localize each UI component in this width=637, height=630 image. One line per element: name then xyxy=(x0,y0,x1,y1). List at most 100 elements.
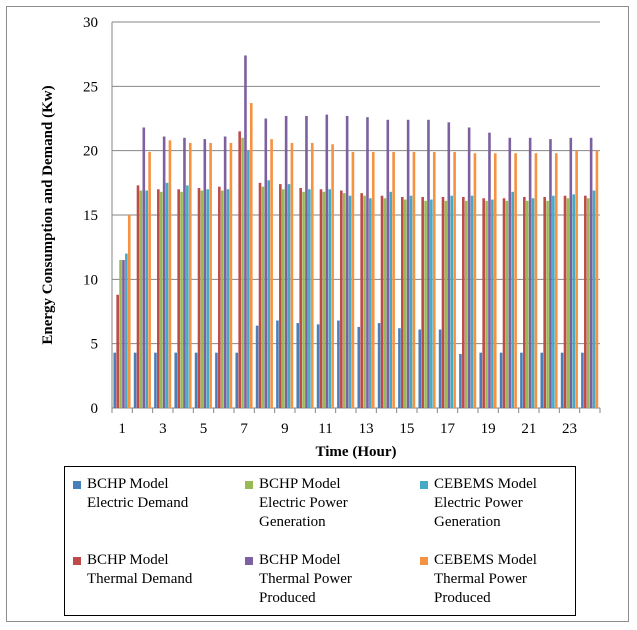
bar xyxy=(342,193,346,408)
bar xyxy=(281,189,285,408)
bar xyxy=(412,151,416,408)
bar xyxy=(145,190,148,408)
bar xyxy=(287,184,291,408)
bar xyxy=(409,195,413,408)
bar xyxy=(183,137,186,409)
bar xyxy=(133,352,137,408)
bar xyxy=(296,323,300,408)
bar xyxy=(546,200,549,408)
bar xyxy=(223,136,227,408)
bar xyxy=(459,353,462,408)
bar xyxy=(337,320,340,408)
bar xyxy=(122,260,125,408)
x-tick-label: 23 xyxy=(562,421,577,437)
bar xyxy=(572,194,575,408)
bar xyxy=(348,195,352,408)
legend-item: BCHP Model Electric Demand xyxy=(73,475,233,513)
bar xyxy=(493,153,497,408)
bar xyxy=(148,151,151,408)
bar xyxy=(203,139,207,408)
bar xyxy=(566,198,570,408)
y-tick-label: 20 xyxy=(83,144,98,160)
bar xyxy=(305,115,308,408)
bar xyxy=(142,127,146,409)
bar xyxy=(589,137,593,409)
bar xyxy=(514,153,517,408)
bar xyxy=(116,294,119,408)
bar xyxy=(165,182,169,408)
bar xyxy=(154,352,157,408)
bar xyxy=(371,151,375,408)
bar xyxy=(197,187,201,408)
bar xyxy=(441,196,445,408)
bar xyxy=(450,195,453,408)
bar xyxy=(505,200,509,408)
bar xyxy=(560,352,564,408)
bar xyxy=(380,195,384,408)
bar xyxy=(508,137,512,409)
x-tick-label: 19 xyxy=(481,421,496,437)
bar xyxy=(279,184,282,408)
bar xyxy=(229,142,233,409)
bar xyxy=(520,352,523,408)
bar xyxy=(258,182,262,408)
bar xyxy=(177,189,180,408)
legend-item: BCHP Model Thermal Power Produced xyxy=(245,551,405,608)
bar xyxy=(319,189,323,408)
bar xyxy=(351,151,355,408)
bar xyxy=(290,142,294,409)
legend-swatch xyxy=(73,557,81,565)
bar xyxy=(180,191,183,408)
x-tick-label: 1 xyxy=(118,421,126,437)
bar xyxy=(366,117,369,409)
bar xyxy=(569,137,573,409)
bar xyxy=(328,189,331,408)
legend-label: CEBEMS Model Thermal Power Produced xyxy=(434,552,537,606)
x-tick-label: 7 xyxy=(240,421,248,437)
bar xyxy=(136,185,140,408)
bar xyxy=(310,142,314,409)
bar xyxy=(403,199,407,408)
legend-label: BCHP Model Electric Power Generation xyxy=(259,476,348,530)
bar xyxy=(525,200,529,408)
x-tick-label: 17 xyxy=(440,421,456,437)
bar xyxy=(575,150,578,408)
bar xyxy=(581,352,584,408)
bar xyxy=(299,187,302,408)
y-tick-label: 15 xyxy=(83,208,98,224)
bar xyxy=(162,136,166,408)
bar xyxy=(511,191,514,408)
legend-swatch xyxy=(245,481,253,489)
bar xyxy=(316,324,320,408)
bar xyxy=(226,189,230,408)
legend-label: BCHP Model Thermal Power Produced xyxy=(259,552,352,606)
bar xyxy=(255,325,259,408)
bar xyxy=(482,198,485,408)
bar xyxy=(340,190,343,408)
legend-item: CEBEMS Model Thermal Power Produced xyxy=(420,551,580,608)
bar xyxy=(194,352,198,408)
y-tick-label: 25 xyxy=(83,79,98,95)
y-tick-label: 30 xyxy=(83,15,98,31)
bar xyxy=(345,115,349,408)
bar xyxy=(308,189,311,408)
bar xyxy=(540,352,544,408)
bar xyxy=(218,186,221,408)
bar xyxy=(389,191,392,408)
bar xyxy=(438,329,442,408)
bar xyxy=(267,180,270,408)
bar xyxy=(188,142,192,409)
bar xyxy=(284,115,288,408)
x-tick-label: 15 xyxy=(399,421,414,437)
x-tick-label: 21 xyxy=(521,421,536,437)
bar xyxy=(534,153,538,408)
bar xyxy=(563,195,567,408)
bar xyxy=(331,144,334,408)
bar xyxy=(139,190,143,408)
y-tick-label: 10 xyxy=(83,272,98,288)
bar xyxy=(113,352,117,408)
bar xyxy=(432,151,436,408)
bar xyxy=(473,153,477,408)
bar xyxy=(447,122,451,409)
chart-legend: BCHP Model Electric Demand BCHP Model Ele… xyxy=(64,466,576,616)
